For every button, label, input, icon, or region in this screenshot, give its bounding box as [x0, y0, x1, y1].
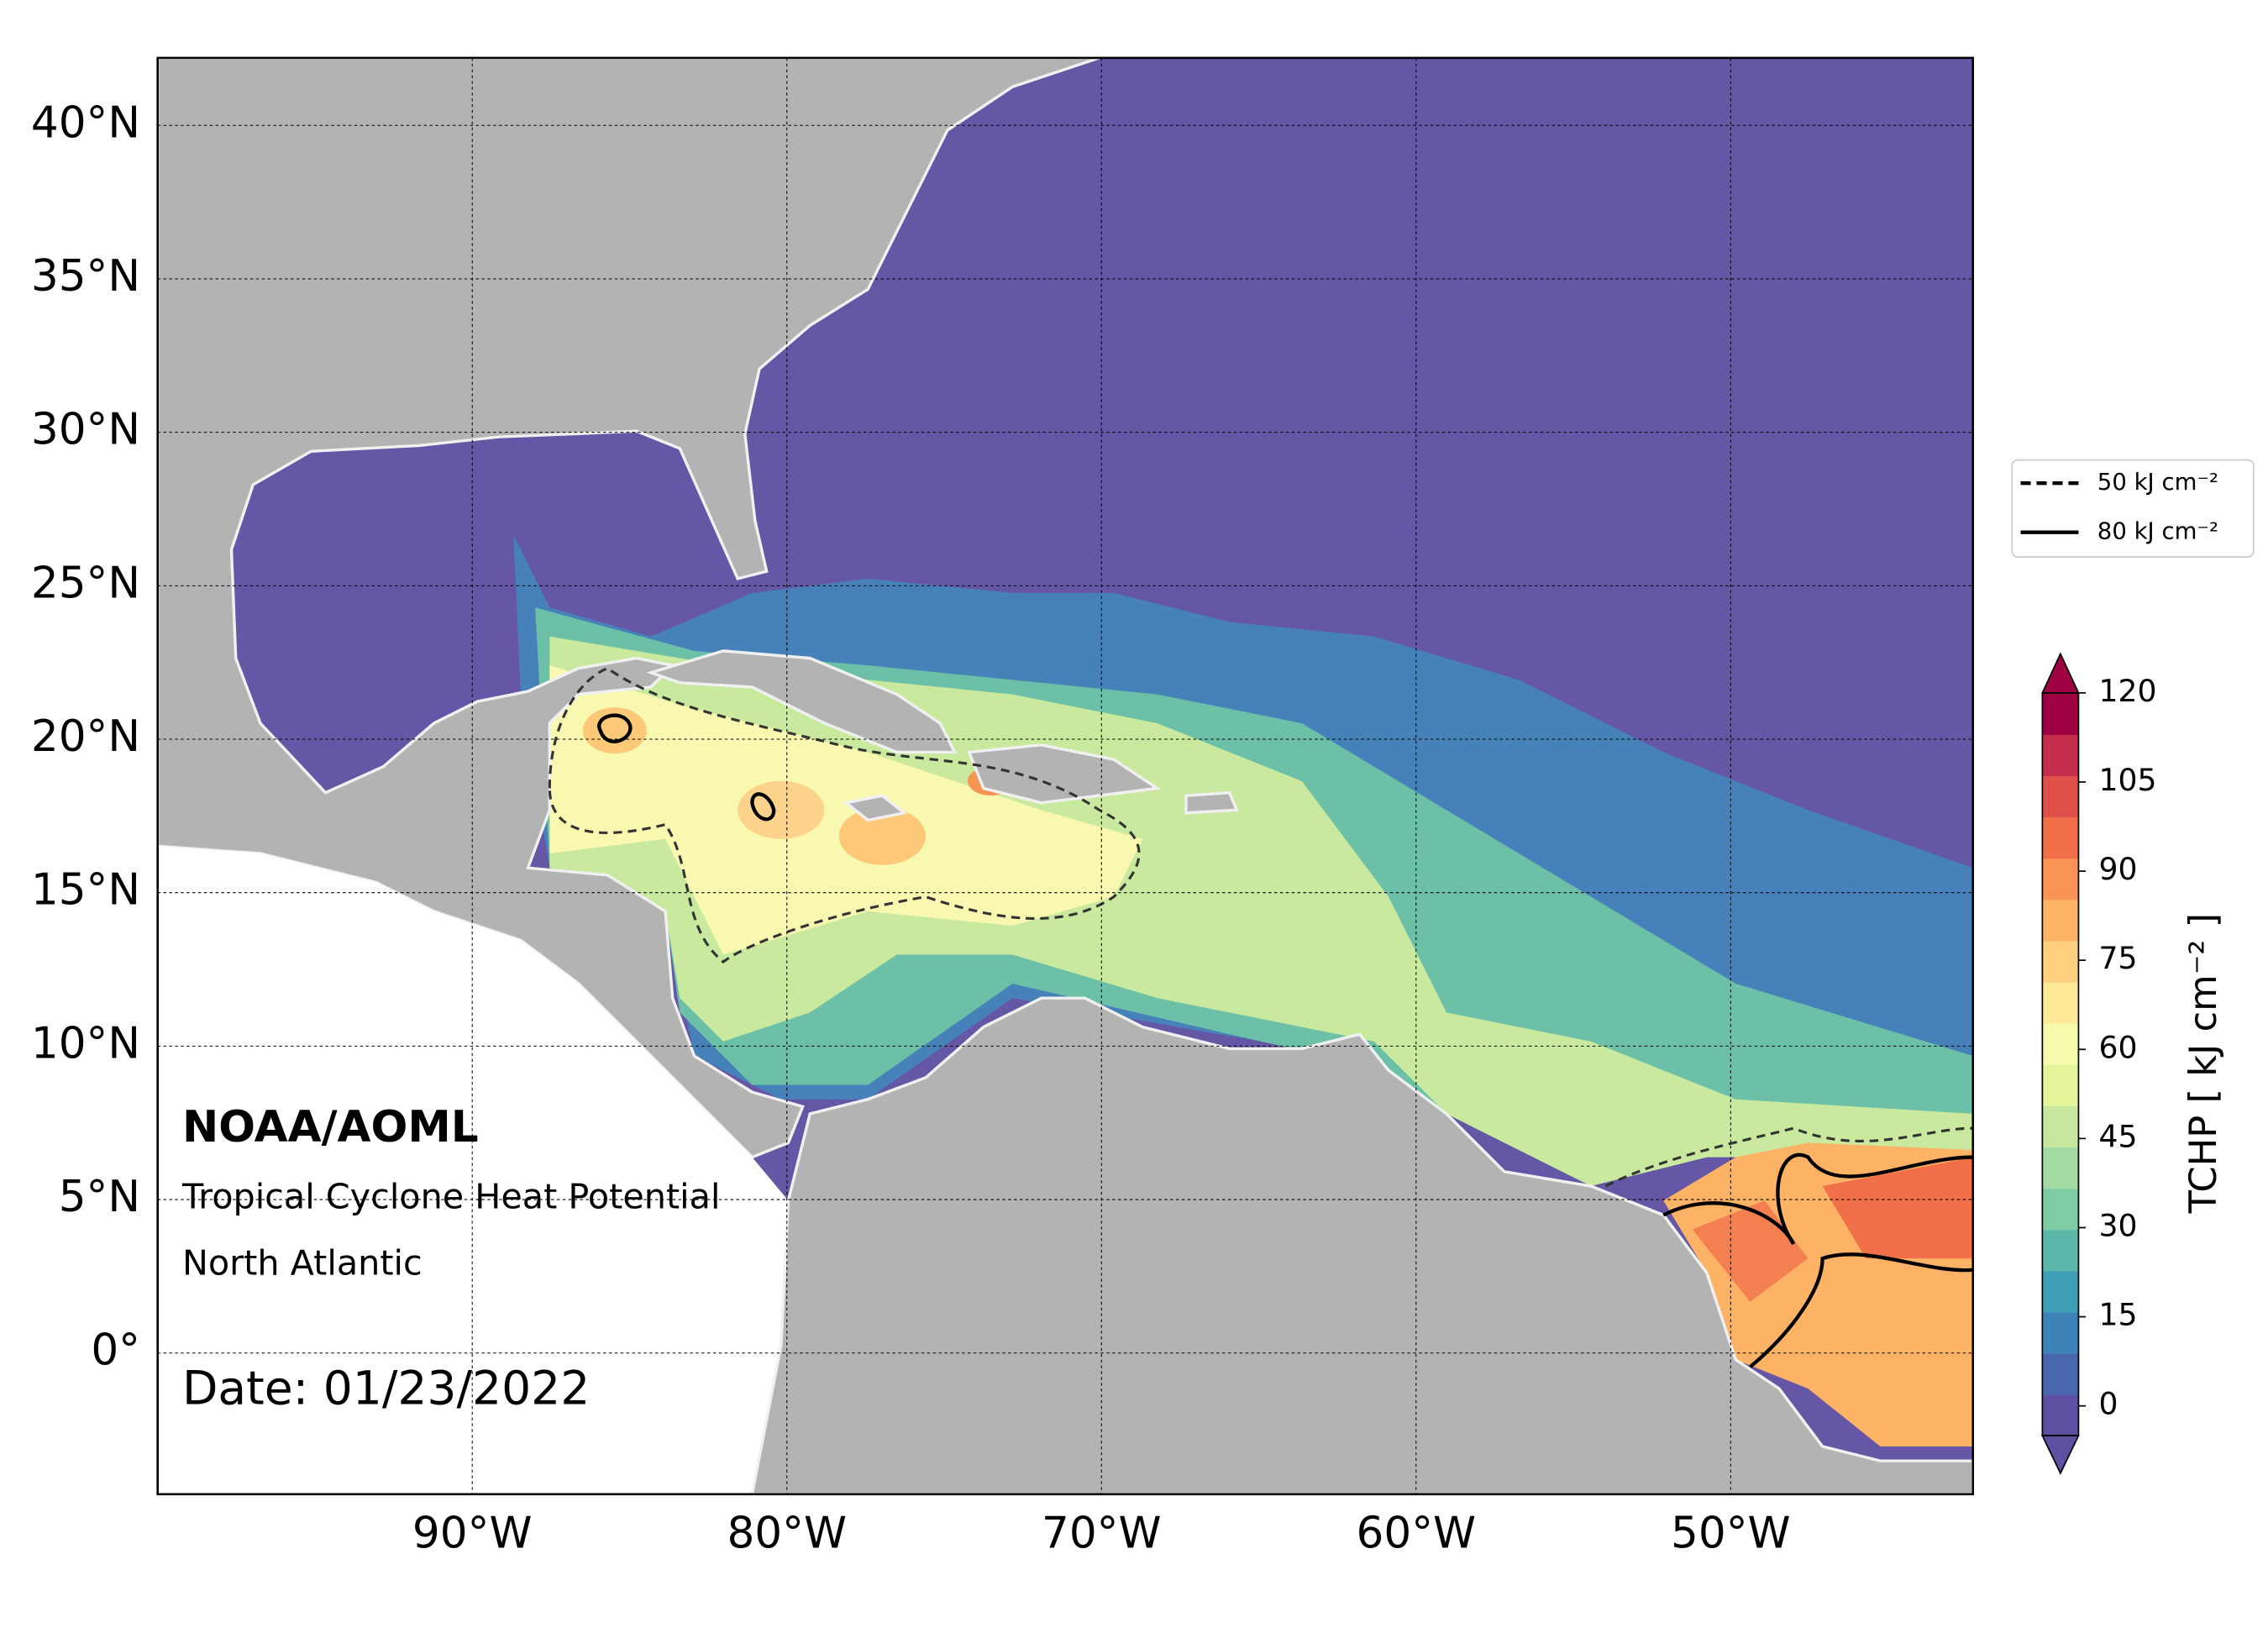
- colorbar-band: [2042, 816, 2079, 859]
- colorbar-tick-label: 15: [2099, 1297, 2138, 1333]
- colorbar-band: [2042, 775, 2079, 818]
- heat-warm-patch: [582, 707, 647, 754]
- colorbar-tick-label: 120: [2099, 673, 2157, 709]
- colorbar-band: [2042, 692, 2079, 735]
- x-tick-label: 80°W: [727, 1509, 847, 1559]
- graticule: [157, 57, 1973, 1494]
- colorbar-band: [2042, 1352, 2079, 1395]
- y-tick-label: 30°N: [31, 405, 140, 455]
- land-puerto-rico: [1184, 790, 1239, 815]
- x-tick-label: 60°W: [1357, 1509, 1477, 1559]
- land-cuba: [646, 649, 958, 754]
- colorbar-tick-label: 0: [2099, 1386, 2118, 1422]
- colorbar-tick-label: 105: [2099, 762, 2157, 798]
- map-frame: [156, 56, 1975, 1496]
- y-tick-label: 20°N: [31, 711, 140, 762]
- org-label: NOAA/AOML: [182, 1102, 479, 1152]
- land-south-america: [750, 996, 1973, 1494]
- colorbar-band: [2042, 1105, 2079, 1148]
- colorbar-tick-label: 60: [2099, 1029, 2138, 1065]
- colorbar: 0 15 30 45 60 75 90 105 120: [2041, 652, 2157, 1475]
- colorbar-band: [2042, 1270, 2079, 1313]
- y-tick-label: 25°N: [31, 558, 140, 608]
- legend-label: 50 kJ cm⁻²: [2097, 469, 2218, 496]
- legend: 50 kJ cm⁻² 80 kJ cm⁻²: [2020, 469, 2218, 545]
- colorbar-band: [2042, 1188, 2079, 1231]
- heat-warm-patch: [738, 780, 825, 839]
- colorbar-tick-label: 75: [2099, 940, 2138, 976]
- colorbar-band: [2042, 1311, 2079, 1354]
- contour-80: [597, 713, 1973, 1368]
- colorbar-tick-label: 90: [2099, 851, 2138, 887]
- colorbar-label: TCHP [ kJ cm⁻² ]: [2181, 913, 2225, 1214]
- date-label: Date: 01/23/2022: [182, 1362, 590, 1415]
- colorbar-band: [2042, 1147, 2079, 1189]
- map-area: [157, 57, 1973, 1494]
- colorbar-tick-label: 45: [2099, 1118, 2138, 1154]
- y-tick-label: 0°: [91, 1326, 140, 1376]
- y-tick-label: 10°N: [31, 1018, 140, 1068]
- land-hispaniola: [967, 743, 1162, 805]
- colorbar-band: [2042, 940, 2079, 983]
- colorbar-band: [2042, 858, 2079, 900]
- colorbar-band: [2042, 1229, 2079, 1272]
- colorbar-band: [2042, 1063, 2079, 1106]
- colorbar-tick-label: 30: [2099, 1207, 2138, 1243]
- x-tick-label: 50°W: [1671, 1509, 1791, 1559]
- y-tick-label: 40°N: [31, 97, 140, 148]
- colorbar-band: [2042, 1022, 2079, 1065]
- region-label: North Atlantic: [182, 1243, 423, 1284]
- heat-warm-patch: [838, 806, 927, 865]
- legend-label: 80 kJ cm⁻²: [2097, 518, 2218, 545]
- colorbar-band: [2042, 981, 2079, 1024]
- y-tick-label: 5°N: [59, 1172, 140, 1222]
- pacific-no-data: [157, 846, 789, 1494]
- contour-50: [548, 666, 1973, 1188]
- heat-band-yellow: [549, 665, 1143, 955]
- colorbar-frame: [2041, 691, 2080, 1436]
- y-tick-label: 15°N: [31, 865, 140, 916]
- product-label: Tropical Cyclone Heat Potential: [181, 1177, 720, 1217]
- colorbar-extend: [2041, 652, 2080, 694]
- x-tick-label: 70°W: [1042, 1509, 1162, 1559]
- land-jamaica: [843, 794, 908, 822]
- colorbar-band: [2042, 899, 2079, 942]
- colorbar-band: [2042, 1394, 2079, 1436]
- colorbar-extend: [2041, 1435, 2080, 1475]
- heat-hot-southeast: [1822, 1157, 1973, 1259]
- x-tick-label: 90°W: [412, 1509, 533, 1559]
- colorbar-band: [2042, 733, 2079, 776]
- y-tick-label: 35°N: [31, 251, 140, 302]
